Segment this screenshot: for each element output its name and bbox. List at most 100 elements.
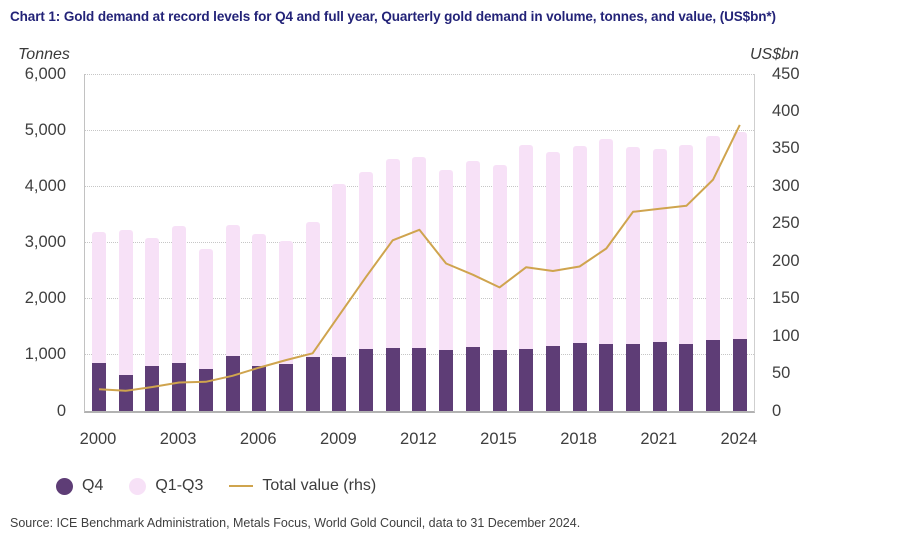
q4-segment-2005 bbox=[225, 355, 240, 411]
q4-segment-2007 bbox=[278, 363, 293, 411]
q4-segment-2020 bbox=[626, 343, 640, 411]
q4-segment-2000 bbox=[92, 362, 106, 411]
q1q3-segment-2021 bbox=[652, 149, 667, 342]
q4-segment-2004 bbox=[198, 368, 213, 411]
q4-segment-2012 bbox=[412, 347, 427, 411]
bar-2018 bbox=[572, 74, 587, 411]
plot-area bbox=[84, 73, 755, 413]
x-tick-2009: 2009 bbox=[319, 430, 357, 448]
source-note: Source: ICE Benchmark Administration, Me… bbox=[10, 516, 581, 530]
bar-2007 bbox=[278, 74, 293, 411]
y-left-tick-0: 0 bbox=[56, 401, 66, 420]
bar-2022 bbox=[679, 74, 694, 411]
q4-segment-2008 bbox=[305, 357, 320, 411]
bar-2012 bbox=[412, 74, 427, 411]
bar-2016 bbox=[519, 74, 534, 411]
q4-segment-2015 bbox=[492, 350, 507, 411]
bar-2019 bbox=[599, 74, 614, 411]
bar-2014 bbox=[465, 74, 480, 411]
x-tick-2018: 2018 bbox=[560, 430, 597, 448]
chart-title: Chart 1: Gold demand at record levels fo… bbox=[10, 9, 776, 24]
q4-segment-2011 bbox=[385, 347, 400, 411]
y-right-tick-250: 250 bbox=[772, 214, 800, 233]
q1q3-segment-2005 bbox=[225, 224, 240, 356]
q4-segment-2013 bbox=[439, 350, 454, 411]
q1q3-segment-2024 bbox=[732, 131, 747, 339]
total-value-swatch-icon bbox=[229, 484, 254, 488]
y-right-tick-300: 300 bbox=[772, 176, 800, 195]
q1q3-segment-2015 bbox=[492, 164, 507, 351]
y-right-tick-150: 150 bbox=[772, 289, 800, 308]
y-right-tick-350: 350 bbox=[772, 139, 800, 158]
bar-2008 bbox=[305, 74, 320, 411]
y-left-tick-2,000: 2,000 bbox=[24, 289, 66, 308]
q1q3-segment-2013 bbox=[439, 169, 454, 351]
q1q3-segment-2019 bbox=[599, 139, 614, 344]
q1q3-segment-2000 bbox=[92, 231, 106, 363]
x-tick-2003: 2003 bbox=[159, 430, 197, 448]
q4-segment-2017 bbox=[545, 346, 560, 411]
total-value-line bbox=[98, 124, 741, 392]
q4-segment-2001 bbox=[118, 374, 133, 411]
gridline-6000 bbox=[85, 73, 754, 75]
y-right-tick-200: 200 bbox=[772, 251, 800, 270]
q4-swatch-icon bbox=[56, 477, 73, 495]
q1q3-segment-2001 bbox=[118, 230, 133, 375]
y-right-tick-100: 100 bbox=[772, 326, 800, 345]
legend: Q4 Q1-Q3 Total value (rhs) bbox=[56, 477, 376, 495]
q4-segment-2014 bbox=[465, 346, 480, 411]
q1q3-swatch-icon bbox=[129, 477, 147, 495]
bar-2006 bbox=[252, 74, 267, 411]
q4-segment-2006 bbox=[252, 366, 267, 411]
x-tick-2015: 2015 bbox=[480, 430, 517, 448]
bar-2021 bbox=[652, 74, 667, 411]
bar-2017 bbox=[545, 74, 560, 411]
q1q3-segment-2017 bbox=[545, 151, 560, 347]
bar-2020 bbox=[626, 74, 640, 411]
y-left-tick-3,000: 3,000 bbox=[24, 233, 66, 251]
bar-2023 bbox=[706, 74, 721, 411]
q4-segment-2010 bbox=[359, 349, 373, 411]
bar-2010 bbox=[359, 74, 373, 411]
legend-item-total-value: Total value (rhs) bbox=[229, 477, 376, 495]
q1q3-segment-2009 bbox=[332, 183, 347, 357]
y-right-tick-400: 400 bbox=[772, 101, 800, 120]
bar-2000 bbox=[92, 74, 106, 411]
x-tick-2024: 2024 bbox=[720, 430, 758, 448]
q4-segment-2024 bbox=[732, 338, 747, 411]
bar-2003 bbox=[172, 74, 187, 411]
bar-2002 bbox=[145, 74, 160, 411]
bar-2015 bbox=[492, 74, 507, 411]
q1q3-segment-2020 bbox=[626, 147, 640, 344]
q1q3-segment-2012 bbox=[412, 157, 427, 348]
y-right-tick-450: 450 bbox=[772, 64, 800, 83]
y-right-tick-50: 50 bbox=[772, 364, 791, 383]
q1q3-segment-2003 bbox=[172, 225, 187, 363]
q1q3-segment-2022 bbox=[679, 145, 694, 344]
x-tick-2021: 2021 bbox=[640, 430, 678, 448]
q4-segment-2022 bbox=[679, 343, 694, 411]
y-left-tick-5,000: 5,000 bbox=[24, 120, 66, 139]
q1q3-segment-2008 bbox=[305, 222, 320, 358]
x-tick-2006: 2006 bbox=[239, 430, 277, 448]
q4-segment-2016 bbox=[519, 348, 534, 411]
q4-segment-2019 bbox=[599, 343, 614, 411]
legend-total-value-label: Total value (rhs) bbox=[262, 477, 377, 494]
q4-segment-2009 bbox=[332, 356, 347, 411]
gridline-5000 bbox=[85, 129, 754, 131]
q1q3-segment-2023 bbox=[706, 135, 721, 341]
legend-item-q1q3: Q1-Q3 bbox=[129, 477, 203, 495]
x-tick-2012: 2012 bbox=[400, 430, 437, 448]
legend-q4-label: Q4 bbox=[82, 477, 104, 494]
legend-q1q3-label: Q1-Q3 bbox=[155, 477, 204, 494]
bar-2001 bbox=[118, 74, 133, 411]
q1q3-segment-2002 bbox=[145, 237, 160, 367]
q4-segment-2002 bbox=[145, 366, 160, 411]
bar-2004 bbox=[198, 74, 213, 411]
q4-segment-2023 bbox=[706, 340, 721, 411]
q4-segment-2021 bbox=[652, 341, 667, 411]
y-left-tick-1,000: 1,000 bbox=[24, 345, 66, 364]
q1q3-segment-2004 bbox=[198, 248, 213, 369]
q1q3-segment-2018 bbox=[572, 145, 587, 344]
bar-2024 bbox=[732, 74, 747, 411]
